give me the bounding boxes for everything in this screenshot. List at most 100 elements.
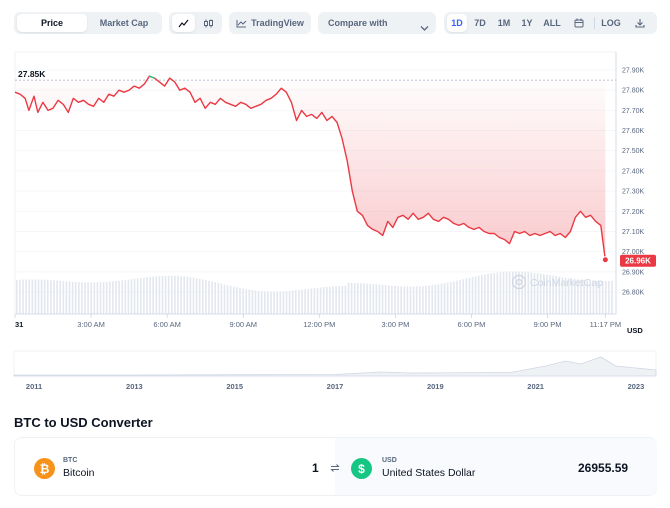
volume-bar xyxy=(260,291,263,314)
volume-bar xyxy=(366,283,368,314)
current-price-dot xyxy=(601,256,609,264)
converter-card: ₿ BTC Bitcoin 1 $ USD United States Doll… xyxy=(14,437,657,496)
open-price-label: 27.85K xyxy=(18,69,46,79)
timeframe-1d[interactable]: 1D xyxy=(447,14,467,32)
volume-bar xyxy=(567,278,570,314)
chevron-down-icon xyxy=(420,19,429,37)
volume-bar xyxy=(43,279,46,314)
volume-bar xyxy=(307,288,309,314)
from-amount-input[interactable]: 1 xyxy=(312,461,319,475)
current-price-badge: 26.96K xyxy=(620,254,656,267)
volume-bar xyxy=(236,287,238,314)
volume-bar xyxy=(415,286,418,314)
y-axis: 27.90K 27.80K 27.70K 27.60K 27.50K 27.40K 27.3… xyxy=(615,52,645,314)
volume-bar xyxy=(174,275,176,314)
range-navigator[interactable]: 2011 2013 2015 2017 2019 2021 2023 xyxy=(0,346,670,396)
volume-bar xyxy=(391,285,393,314)
volume-bar xyxy=(74,281,77,314)
volume-bar xyxy=(198,278,201,314)
volume-bar xyxy=(580,279,582,314)
volume-bar xyxy=(112,281,114,314)
volume-bar xyxy=(508,271,511,314)
volume-bar xyxy=(598,280,601,314)
y-tick-label: 27.10K xyxy=(622,229,645,236)
volume-bar xyxy=(239,287,241,314)
watermark: CoinMarketCap xyxy=(511,274,603,290)
volume-bar xyxy=(93,282,96,314)
volume-bar xyxy=(530,272,533,314)
y-tick-label: 27.00K xyxy=(622,249,645,256)
converter-title: BTC to USD Converter xyxy=(14,415,153,430)
timeframe-1m[interactable]: 1M xyxy=(497,18,511,28)
volume-bar xyxy=(490,273,492,314)
download-button[interactable] xyxy=(628,14,652,32)
volume-bar xyxy=(484,274,486,314)
volume-bar xyxy=(456,280,458,314)
x-tick-label: 11:17 PM xyxy=(590,320,622,329)
volume-bar xyxy=(549,275,551,314)
navigator-year-label: 2013 xyxy=(126,382,143,391)
volume-bar xyxy=(481,275,483,314)
calendar-button[interactable] xyxy=(568,14,590,32)
volume-bar xyxy=(102,282,105,314)
timeframe-1y[interactable]: 1Y xyxy=(521,18,533,28)
volume-bar xyxy=(496,272,499,314)
navigator-year-label: 2015 xyxy=(226,382,243,391)
trend-chart-icon xyxy=(236,19,247,28)
volume-bar xyxy=(601,281,604,314)
volume-bar xyxy=(223,284,226,314)
volume-bar xyxy=(242,288,244,314)
volume-bar xyxy=(109,281,111,314)
volume-bar xyxy=(37,279,40,314)
price-chart[interactable]: CoinMarketCap 27.85K 27.90K27.80K27.70K2… xyxy=(0,44,670,344)
volume-bar xyxy=(375,284,378,314)
volume-bar xyxy=(291,290,294,314)
volume-bar xyxy=(248,289,251,314)
navigator-area xyxy=(13,356,657,377)
volume-bar xyxy=(87,282,89,314)
candlestick-button[interactable] xyxy=(197,14,220,32)
volume-bar xyxy=(543,274,545,314)
volume-bar xyxy=(208,280,210,314)
volume-bar xyxy=(450,281,452,314)
price-tab[interactable]: Price xyxy=(17,14,87,32)
log-scale-button[interactable]: LOG xyxy=(601,18,621,28)
volume-bar xyxy=(453,281,455,314)
volume-bar xyxy=(226,285,229,314)
x-tick-label: 6:00 PM xyxy=(457,320,485,329)
navigator-year-label: 2021 xyxy=(527,382,544,391)
volume-bar xyxy=(319,287,322,314)
tradingview-button[interactable]: TradingView xyxy=(232,14,308,32)
compare-label: Compare with xyxy=(328,18,388,28)
volume-bar xyxy=(186,276,189,314)
volume-bar xyxy=(471,277,474,314)
volume-bar xyxy=(189,277,192,314)
line-chart-button[interactable] xyxy=(172,14,195,32)
timeframe-7d[interactable]: 7D xyxy=(474,18,486,28)
volume-bar xyxy=(146,277,148,314)
current-price-label: 26.96K xyxy=(625,257,651,266)
volume-bar xyxy=(105,281,108,314)
tradingview-button-wrap: TradingView xyxy=(229,12,311,34)
volume-bar xyxy=(357,283,359,314)
volume-bar xyxy=(31,279,34,314)
volume-bar xyxy=(589,280,592,314)
volume-bar xyxy=(81,282,83,314)
volume-bar xyxy=(211,281,213,314)
volume-bar xyxy=(245,289,247,314)
timeframe-all[interactable]: ALL xyxy=(543,18,561,28)
x-tick-label: 9:00 AM xyxy=(229,320,257,329)
swap-icon[interactable] xyxy=(329,462,341,474)
volume-bar xyxy=(574,279,576,314)
volume-bar xyxy=(282,291,285,314)
market-cap-tab[interactable]: Market Cap xyxy=(99,18,149,28)
volume-bar xyxy=(220,283,223,314)
volume-bar xyxy=(586,280,588,314)
volume-bar xyxy=(34,279,37,314)
compare-dropdown[interactable]: Compare with xyxy=(318,12,436,34)
volume-bar xyxy=(595,280,598,314)
dollar-icon: $ xyxy=(351,458,372,479)
volume-bar xyxy=(276,291,278,314)
y-tick-label: 27.80K xyxy=(622,88,645,95)
volume-bar xyxy=(539,273,542,314)
